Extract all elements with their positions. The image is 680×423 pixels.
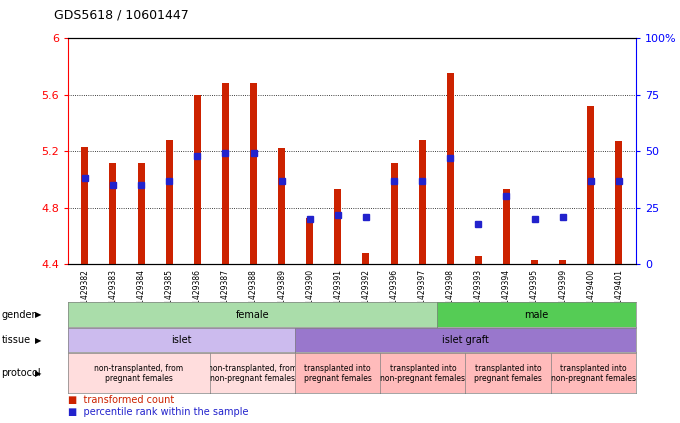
Bar: [166, 140, 173, 264]
Text: transplanted into
pregnant females: transplanted into pregnant females: [474, 364, 542, 383]
Text: ■  transformed count: ■ transformed count: [68, 396, 174, 406]
Bar: [222, 83, 229, 264]
Text: GDS5618 / 10601447: GDS5618 / 10601447: [54, 8, 189, 21]
Bar: [390, 162, 398, 264]
Bar: [503, 190, 510, 264]
Bar: [194, 95, 201, 264]
Text: transplanted into
pregnant females: transplanted into pregnant females: [304, 364, 372, 383]
Text: ▶: ▶: [35, 310, 42, 319]
Text: female: female: [236, 310, 269, 320]
Text: gender: gender: [1, 310, 36, 320]
Bar: [306, 218, 313, 264]
Bar: [250, 83, 257, 264]
Text: tissue: tissue: [1, 335, 31, 345]
Bar: [362, 253, 369, 264]
Bar: [615, 141, 622, 264]
Text: islet: islet: [171, 335, 192, 345]
Bar: [447, 74, 454, 264]
Text: protocol: protocol: [1, 368, 41, 378]
Bar: [109, 162, 116, 264]
Bar: [419, 140, 426, 264]
Text: non-transplanted, from
non-pregnant females: non-transplanted, from non-pregnant fema…: [208, 364, 297, 383]
Bar: [475, 256, 482, 264]
Text: ■  percentile rank within the sample: ■ percentile rank within the sample: [68, 407, 248, 417]
Bar: [531, 260, 538, 264]
Text: male: male: [524, 310, 549, 320]
Text: non-transplanted, from
pregnant females: non-transplanted, from pregnant females: [95, 364, 184, 383]
Bar: [82, 147, 88, 264]
Bar: [137, 162, 145, 264]
Bar: [588, 106, 594, 264]
Text: transplanted into
non-pregnant females: transplanted into non-pregnant females: [551, 364, 636, 383]
Text: islet graft: islet graft: [442, 335, 489, 345]
Text: ▶: ▶: [35, 335, 42, 345]
Text: transplanted into
non-pregnant females: transplanted into non-pregnant females: [380, 364, 465, 383]
Bar: [278, 148, 285, 264]
Bar: [559, 260, 566, 264]
Text: ▶: ▶: [35, 369, 42, 378]
Bar: [335, 190, 341, 264]
